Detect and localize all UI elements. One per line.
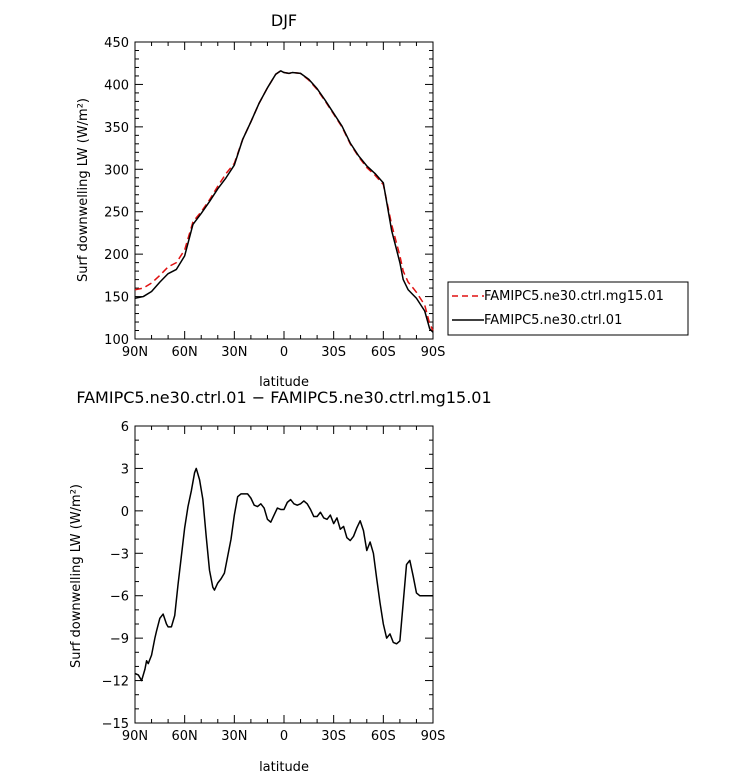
bottom-chart-xlabel: latitude [259, 760, 309, 775]
bottom-chart-series [134, 467, 433, 682]
bottom-chart-axes: 90N 60N 30N 0 30S 60S 90S −15 −12 −9 −6 −3 0 3 6 [102, 420, 446, 744]
x-tick-label: 30S [321, 729, 346, 744]
y-tick-label: −6 [110, 590, 129, 605]
x-tick-label: 0 [280, 729, 288, 744]
x-tick-label: 60N [172, 729, 198, 744]
x-tick-label: 90S [421, 345, 446, 360]
y-tick-label: 200 [104, 248, 129, 263]
y-tick-label: 0 [121, 505, 129, 520]
y-tick-label: 250 [104, 206, 129, 221]
x-tick-label: 60N [172, 345, 198, 360]
series-line-1 [134, 70, 434, 333]
x-tick-label: 90N [122, 345, 148, 360]
y-tick-label: −15 [102, 717, 129, 732]
top-chart: DJF latitude Surf downwelling LW (W/m²) … [76, 11, 689, 390]
x-tick-label: 30S [321, 345, 346, 360]
y-tick-label: 100 [104, 333, 129, 348]
legend: FAMIPC5.ne30.ctrl.mg15.01 FAMIPC5.ne30.c… [447, 281, 689, 336]
x-tick-label: 90N [122, 729, 148, 744]
top-chart-axes: 90N 60N 30N 0 30S 60S 90S 100 150 200 250 300 350 400… [104, 36, 445, 360]
bottom-chart-title: FAMIPC5.ne30.ctrl.01 − FAMIPC5.ne30.ctrl… [76, 388, 491, 407]
top-chart-ylabel: Surf downwelling LW (W/m²) [76, 98, 91, 282]
x-tick-label: 60S [371, 729, 396, 744]
y-tick-label: −9 [110, 632, 129, 647]
top-chart-title: DJF [271, 11, 297, 30]
series-line-0 [134, 467, 433, 682]
x-tick-label: 60S [371, 345, 396, 360]
series-line-0 [134, 70, 434, 331]
y-tick-label: −12 [102, 675, 129, 690]
x-tick-label: 30N [221, 345, 247, 360]
legend-box [447, 281, 689, 336]
y-tick-label: 300 [104, 163, 129, 178]
x-tick-label: 90S [421, 729, 446, 744]
top-chart-xlabel: latitude [259, 375, 309, 390]
legend-item-mg15: FAMIPC5.ne30.ctrl.mg15.01 [484, 289, 664, 304]
x-tick-label: 30N [221, 729, 247, 744]
legend-item-ctrl: FAMIPC5.ne30.ctrl.01 [484, 313, 622, 328]
y-tick-label: 400 [104, 78, 129, 93]
y-tick-label: 150 [104, 291, 129, 306]
x-tick-label: 0 [280, 345, 288, 360]
top-chart-series [134, 70, 434, 333]
y-tick-label: 3 [121, 462, 129, 477]
y-tick-label: 6 [121, 420, 129, 435]
plot-frame [134, 41, 434, 340]
bottom-chart-ylabel: Surf downwelling LW (W/m²) [69, 484, 84, 668]
y-tick-label: 450 [104, 36, 129, 51]
y-tick-label: 350 [104, 121, 129, 136]
bottom-chart: FAMIPC5.ne30.ctrl.01 − FAMIPC5.ne30.ctrl… [69, 388, 492, 775]
y-tick-label: −3 [110, 547, 129, 562]
